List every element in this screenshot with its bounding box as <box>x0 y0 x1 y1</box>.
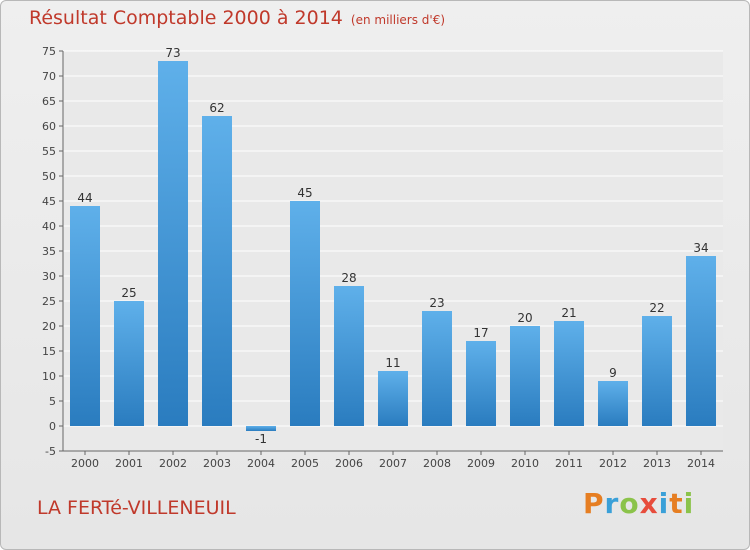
bar <box>554 321 584 426</box>
logo-letter-5: i <box>658 487 670 520</box>
x-tick-label: 2010 <box>511 457 539 470</box>
chart-title: Résultat Comptable 2000 à 2014 (en millie… <box>29 7 445 29</box>
y-tick-label: -5 <box>45 445 56 458</box>
bar <box>598 381 628 426</box>
x-tick-label: 2012 <box>599 457 627 470</box>
data-label: 11 <box>385 356 400 370</box>
x-tick-label: 2004 <box>247 457 275 470</box>
y-tick-label: 20 <box>42 320 56 333</box>
logo-letter-3: o <box>619 487 640 520</box>
bar <box>70 206 100 426</box>
y-tick-label: 75 <box>42 45 56 58</box>
x-tick-label: 2003 <box>203 457 231 470</box>
x-tick-label: 2011 <box>555 457 583 470</box>
y-tick-label: 60 <box>42 120 56 133</box>
bar <box>202 116 232 426</box>
data-label: 22 <box>649 301 664 315</box>
x-tick-label: 2014 <box>687 457 715 470</box>
y-tick-label: 25 <box>42 295 56 308</box>
y-tick-label: 70 <box>42 70 56 83</box>
x-tick-label: 2008 <box>423 457 451 470</box>
data-label: 44 <box>77 191 92 205</box>
bar <box>510 326 540 426</box>
data-label: 21 <box>561 306 576 320</box>
y-tick-label: 50 <box>42 170 56 183</box>
x-tick-label: 2005 <box>291 457 319 470</box>
x-tick-label: 2013 <box>643 457 671 470</box>
x-tick-label: 2006 <box>335 457 363 470</box>
proxiti-logo: Proxiti <box>583 487 694 520</box>
logo-letter-4: x <box>639 487 659 520</box>
data-label: 45 <box>297 186 312 200</box>
data-label: -1 <box>255 432 267 446</box>
bar <box>422 311 452 426</box>
x-tick-label: 2002 <box>159 457 187 470</box>
y-tick-label: 55 <box>42 145 56 158</box>
data-label: 62 <box>209 101 224 115</box>
data-label: 17 <box>473 326 488 340</box>
x-tick-label: 2001 <box>115 457 143 470</box>
logo-letter-6: t <box>669 487 684 520</box>
data-label: 20 <box>517 311 532 325</box>
data-label: 73 <box>165 46 180 60</box>
logo-letter-1: P <box>583 487 605 520</box>
x-tick-label: 2000 <box>71 457 99 470</box>
chart-title-text: Résultat Comptable 2000 à 2014 <box>29 7 343 29</box>
y-tick-label: 45 <box>42 195 56 208</box>
bar <box>114 301 144 426</box>
x-tick-label: 2007 <box>379 457 407 470</box>
logo-letter-2: r <box>604 487 620 520</box>
chart-subtitle: (en milliers d'€) <box>350 13 446 27</box>
bar <box>290 201 320 426</box>
data-label: 23 <box>429 296 444 310</box>
bar <box>334 286 364 426</box>
bar <box>158 61 188 426</box>
data-label: 9 <box>609 366 617 380</box>
y-tick-label: 5 <box>49 395 56 408</box>
y-tick-label: 40 <box>42 220 56 233</box>
y-tick-label: 35 <box>42 245 56 258</box>
y-tick-label: 0 <box>49 420 56 433</box>
bar <box>642 316 672 426</box>
data-label: 25 <box>121 286 136 300</box>
y-tick-label: 30 <box>42 270 56 283</box>
y-tick-label: 10 <box>42 370 56 383</box>
data-label: 28 <box>341 271 356 285</box>
y-tick-label: 15 <box>42 345 56 358</box>
bar <box>686 256 716 426</box>
bar <box>378 371 408 426</box>
data-label: 34 <box>693 241 708 255</box>
bar <box>246 426 276 431</box>
bar <box>466 341 496 426</box>
town-name: LA FERTé-VILLENEUIL <box>37 497 236 519</box>
logo-letter-7: i <box>683 487 695 520</box>
y-tick-label: 65 <box>42 95 56 108</box>
x-tick-label: 2009 <box>467 457 495 470</box>
